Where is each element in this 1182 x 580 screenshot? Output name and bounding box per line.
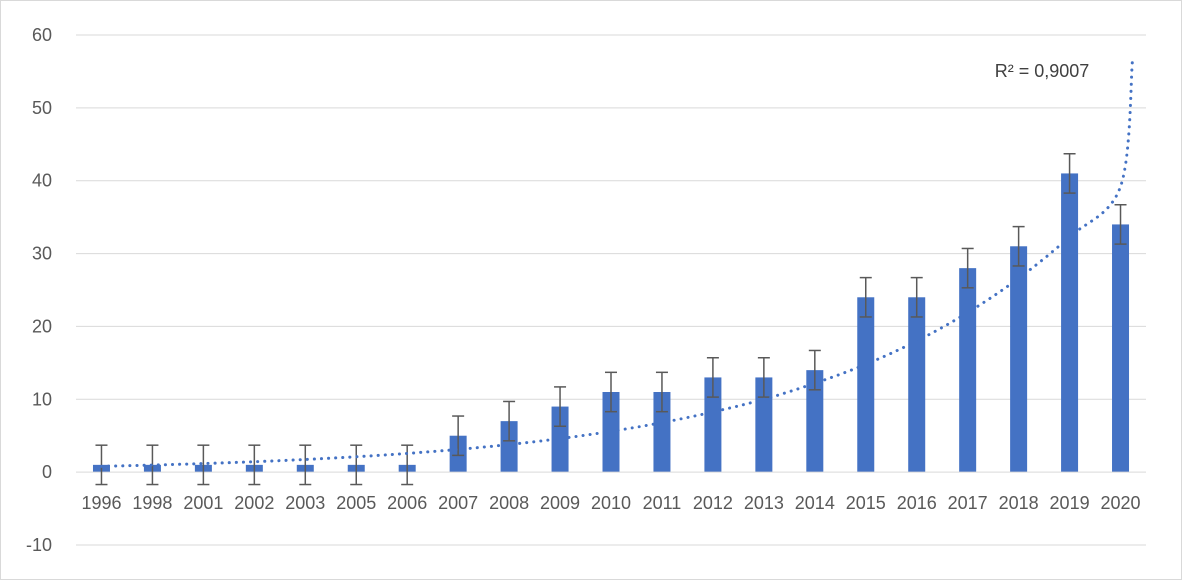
bar [857, 297, 875, 473]
x-tick-label: 1998 [132, 493, 172, 513]
bar [1061, 173, 1079, 473]
x-tick-label: 2010 [591, 493, 631, 513]
x-tick-label: 2002 [234, 493, 274, 513]
x-tick-label: 2007 [438, 493, 478, 513]
x-tick-label: 1996 [81, 493, 121, 513]
x-tick-label: 2019 [1050, 493, 1090, 513]
y-tick-label: -10 [26, 535, 52, 555]
bar [755, 377, 773, 473]
bar [959, 268, 977, 473]
y-tick-label: 0 [42, 462, 52, 482]
bar [500, 421, 518, 473]
x-tick-label: 2014 [795, 493, 835, 513]
trendline [99, 58, 1135, 468]
x-tick-label: 2001 [183, 493, 223, 513]
x-tick-label: 2006 [387, 493, 427, 513]
x-tick-label: 2020 [1101, 493, 1141, 513]
bar [551, 406, 569, 473]
bar [704, 377, 722, 473]
x-tick-label: 2011 [643, 493, 682, 513]
x-tick-label: 2012 [693, 493, 733, 513]
x-tick-label: 2018 [999, 493, 1039, 513]
r-squared-label: R² = 0,9007 [995, 61, 1090, 81]
bar [1010, 246, 1028, 473]
y-tick-label: 20 [32, 316, 52, 336]
bar [806, 370, 824, 473]
y-tick-label: 40 [32, 171, 52, 191]
bar [908, 297, 926, 473]
y-tick-label: 30 [32, 244, 52, 264]
x-tick-label: 2003 [285, 493, 325, 513]
x-tick-label: 2008 [489, 493, 529, 513]
x-tick-label: 2017 [948, 493, 988, 513]
y-tick-label: 50 [32, 98, 52, 118]
bar [1112, 224, 1130, 473]
x-tick-label: 2013 [744, 493, 784, 513]
x-tick-label: 2009 [540, 493, 580, 513]
x-tick-label: 2015 [846, 493, 886, 513]
x-tick-label: 2016 [897, 493, 937, 513]
x-tick-label: 2005 [336, 493, 376, 513]
y-tick-label: 60 [32, 25, 52, 45]
y-tick-label: 10 [32, 389, 52, 409]
